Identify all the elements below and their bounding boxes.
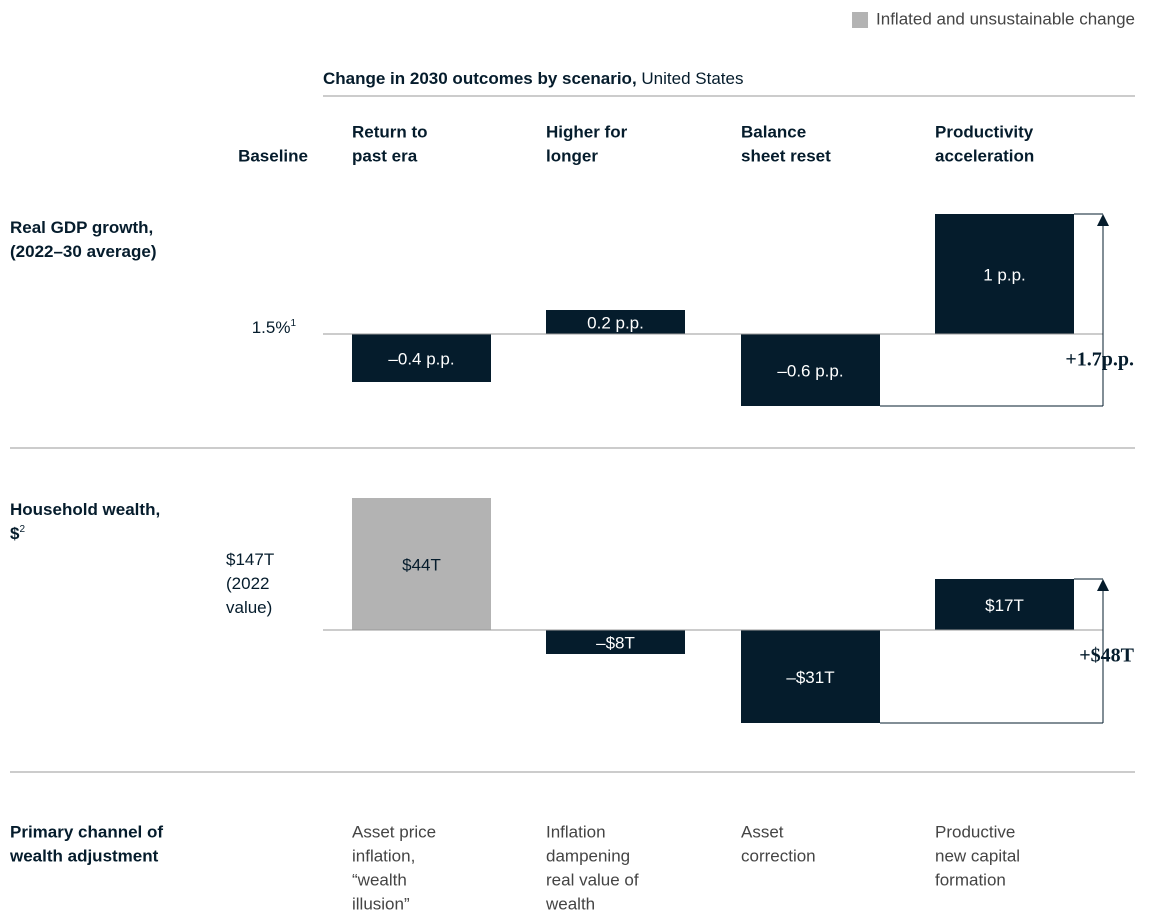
baseline-label: (2022 (226, 574, 269, 593)
footnote: 1 (290, 318, 296, 329)
baseline-value: 1.5% (252, 318, 291, 337)
bar (352, 498, 491, 630)
channel-text: inflation, (352, 846, 415, 865)
baseline-header: Baseline (238, 146, 308, 165)
baseline-value: value) (226, 598, 272, 617)
subtitle: United States (641, 69, 743, 88)
total-label: +1.7p.p. (1065, 349, 1134, 371)
chart-title: Change in 2030 outcomes by scenario, Uni… (323, 69, 743, 88)
column-header: sheet reset (741, 146, 831, 165)
row-label-text: Household wealth, (10, 500, 160, 519)
bar (935, 214, 1074, 334)
channel-text: correction (741, 846, 816, 865)
channel-text: Productive (935, 822, 1015, 841)
row-label: Primary channel of (10, 822, 163, 841)
channel-text: new capital (935, 846, 1020, 865)
value-label: 1 p.p. (983, 265, 1026, 284)
bar (546, 310, 685, 334)
value-label: –0.6 p.p. (777, 361, 843, 380)
channel-text: Asset price (352, 822, 436, 841)
total-label: +$48T (1079, 645, 1134, 667)
column-header: acceleration (935, 146, 1034, 165)
legend-label: Inflated and unsustainable change (876, 9, 1135, 28)
channel-text: dampening (546, 846, 630, 865)
footnote: 2 (19, 524, 25, 535)
baseline-label: value) (226, 598, 272, 617)
channel-text: real value of (546, 870, 639, 889)
row-label: (2022–30 average) (10, 242, 157, 261)
column-header: longer (546, 146, 598, 165)
bar (935, 579, 1074, 630)
value-label: 0.2 p.p. (587, 313, 644, 332)
column-header: Balance (741, 122, 806, 141)
row-label: Real GDP growth, (10, 218, 153, 237)
column-header: past era (352, 146, 418, 165)
channel-text: “wealth (352, 870, 407, 889)
arrow-head (1097, 214, 1109, 226)
column-header: Return to (352, 122, 428, 141)
legend-swatch (852, 12, 869, 28)
value-label: –$8T (596, 633, 635, 652)
channel-text: wealth (545, 894, 595, 913)
value-label: $44T (402, 555, 441, 574)
bar (741, 630, 880, 723)
row-label-text: Real GDP growth, (10, 218, 153, 237)
channel-text: formation (935, 870, 1006, 889)
row-label-text: $ (10, 524, 20, 543)
row-label: $2 (10, 524, 25, 544)
bar (352, 334, 491, 382)
channel-text: Asset (741, 822, 784, 841)
row-label: Household wealth, (10, 500, 160, 519)
arrow-head (1097, 579, 1109, 591)
row-label-text: (2022–30 average) (10, 242, 157, 261)
baseline-label: $147T (226, 550, 274, 569)
value-label: $17T (985, 596, 1024, 615)
baseline-label: 1.5%1 (252, 318, 297, 338)
channel-text: Inflation (546, 822, 606, 841)
channel-text: illusion” (352, 894, 410, 913)
value-label: –$31T (786, 668, 834, 687)
row-label: wealth adjustment (9, 846, 159, 865)
column-header: Higher for (546, 122, 628, 141)
baseline-value: $147T (226, 550, 274, 569)
baseline-value: (2022 (226, 574, 269, 593)
value-label: –0.4 p.p. (388, 349, 454, 368)
bar (546, 630, 685, 654)
column-header: Productivity (935, 122, 1034, 141)
title: Change in 2030 outcomes by scenario, (323, 69, 637, 88)
bar (741, 334, 880, 406)
